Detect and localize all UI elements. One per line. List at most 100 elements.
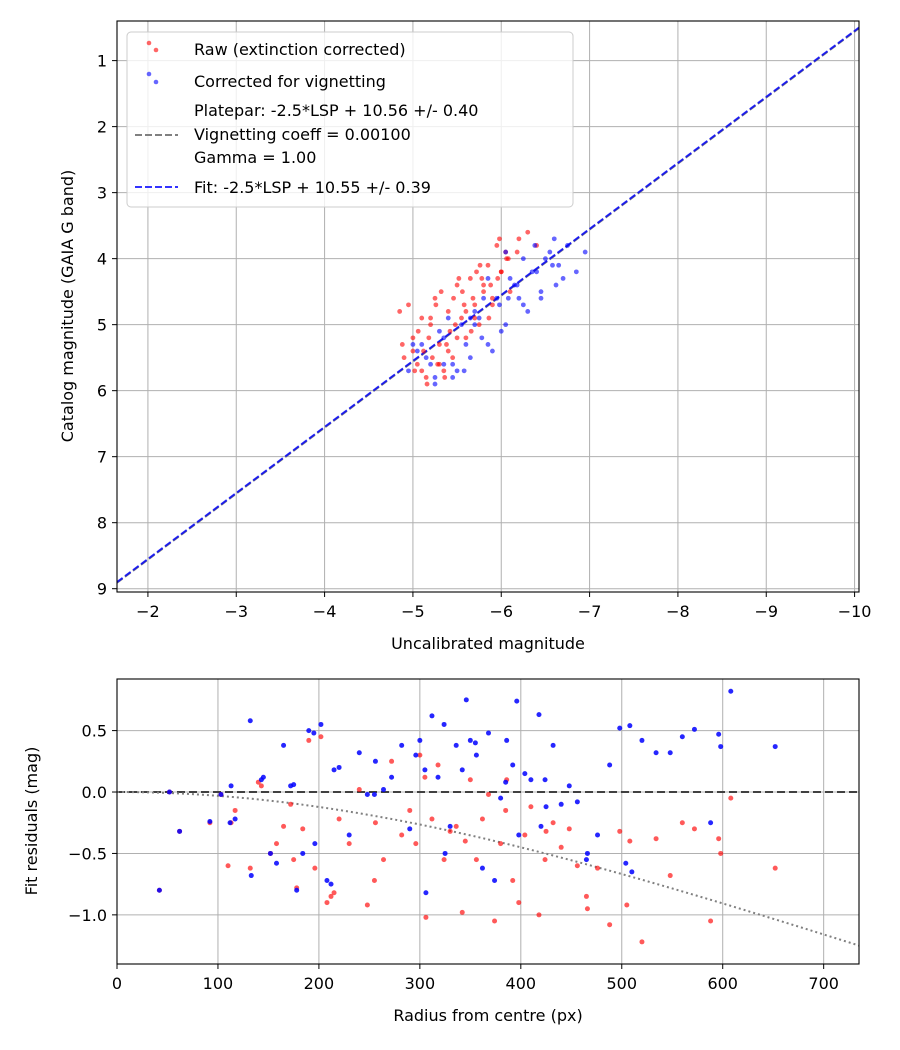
top-x-tick-label: −7: [578, 602, 602, 621]
bottom-point-corrected: [407, 826, 413, 832]
bottom-point-raw: [312, 865, 318, 871]
top-x-tick-label: −2: [136, 602, 160, 621]
bottom-point-raw: [772, 865, 778, 871]
bottom-point-corrected: [232, 816, 238, 822]
bottom-point-corrected: [510, 762, 516, 768]
top-point-corrected: [467, 355, 473, 361]
top-point-raw: [507, 289, 513, 295]
bottom-x-tick-label: 700: [808, 974, 839, 993]
bottom-y-axis-label: Fit residuals (mag): [22, 747, 41, 896]
bottom-point-raw: [492, 918, 498, 924]
top-point-raw: [472, 302, 478, 308]
bottom-point-raw: [441, 857, 447, 863]
top-point-corrected: [406, 368, 411, 374]
top-point-raw: [479, 276, 485, 281]
top-point-corrected: [573, 269, 579, 275]
bottom-x-tick-label: 100: [203, 974, 234, 993]
top-point-corrected: [472, 309, 478, 314]
top-point-corrected: [556, 262, 562, 268]
bottom-point-raw: [536, 912, 542, 918]
top-point-raw: [516, 236, 522, 242]
top-plot-frame: [116, 20, 860, 593]
top-point-raw: [437, 342, 442, 347]
bottom-point-corrected: [504, 737, 510, 743]
bottom-point-corrected: [267, 850, 273, 856]
legend-label-corrected: Corrected for vignetting: [194, 72, 386, 91]
bottom-point-corrected: [291, 782, 297, 788]
top-point-raw: [447, 328, 453, 334]
bottom-point-corrected: [595, 832, 601, 838]
bottom-point-corrected: [442, 850, 448, 856]
bottom-point-raw: [543, 828, 549, 834]
top-point-raw: [433, 302, 439, 308]
top-point-corrected: [472, 322, 478, 328]
bottom-x-tick-label: 300: [405, 974, 436, 993]
top-point-raw: [486, 315, 492, 321]
bottom-y-tick-label: −0.5: [68, 844, 107, 863]
bottom-point-corrected: [177, 828, 183, 834]
top-point-corrected: [432, 375, 438, 380]
bottom-x-tick-label: 600: [707, 974, 738, 993]
top-point-raw: [504, 256, 509, 262]
bottom-point-corrected: [435, 774, 441, 780]
top-point-raw: [429, 355, 435, 361]
top-point-raw: [445, 309, 451, 314]
bottom-point-raw: [595, 865, 601, 871]
bottom-point-raw: [331, 890, 337, 896]
top-point-corrected: [520, 256, 526, 262]
top-point-raw: [428, 315, 433, 321]
bottom-point-raw: [624, 902, 630, 908]
top-point-corrected: [441, 335, 447, 341]
top-x-tick-label: −10: [838, 602, 872, 621]
bottom-point-corrected: [716, 731, 722, 737]
bottom-point-raw: [728, 795, 734, 801]
bottom-point-corrected: [423, 890, 429, 896]
top-point-corrected: [532, 243, 538, 248]
bottom-point-corrected: [247, 718, 253, 724]
bottom-point-corrected: [467, 737, 473, 743]
top-point-corrected: [498, 328, 504, 334]
top-point-raw: [490, 295, 495, 301]
bottom-point-corrected: [331, 767, 337, 773]
top-point-corrected: [476, 315, 482, 321]
bottom-point-corrected: [528, 777, 534, 783]
bottom-y-ticks: −1.0 −0.5 0.0 0.5: [68, 722, 117, 925]
top-point-corrected: [428, 361, 433, 367]
top-point-raw: [456, 276, 462, 281]
legend-marker-corrected: [153, 79, 159, 85]
bottom-point-corrected: [584, 850, 590, 856]
top-x-tick-label: −6: [489, 602, 513, 621]
bottom-point-corrected: [274, 860, 280, 866]
bottom-point-corrected: [381, 787, 387, 793]
bottom-point-corrected: [453, 742, 459, 748]
legend-box: [126, 31, 574, 208]
bottom-point-raw: [306, 737, 312, 743]
top-point-corrected: [551, 236, 557, 242]
top-point-raw: [452, 322, 458, 328]
bottom-point-corrected: [429, 713, 435, 719]
top-point-raw: [474, 269, 479, 275]
bottom-point-raw: [558, 844, 564, 850]
top-point-raw: [485, 262, 491, 268]
top-y-tick-label: 6: [97, 382, 107, 401]
bottom-point-raw: [364, 902, 370, 908]
legend-entry-platepar: Platepar: -2.5*LSP + 10.56 +/- 0.40 Vign…: [135, 101, 478, 167]
top-point-raw: [467, 276, 473, 281]
bottom-y-tick-label: −1.0: [68, 906, 107, 925]
bottom-point-raw: [413, 841, 419, 847]
bottom-point-raw: [274, 841, 280, 847]
bottom-point-corrected: [281, 742, 287, 748]
legend-marker-raw: [153, 47, 159, 53]
bottom-point-raw: [232, 807, 238, 813]
bottom-point-corrected: [542, 777, 548, 783]
bottom-point-corrected: [772, 744, 778, 750]
bottom-point-corrected: [543, 804, 549, 810]
top-y-tick-label: 2: [97, 118, 107, 137]
bottom-point-raw: [522, 832, 528, 838]
bottom-point-corrected: [441, 721, 447, 727]
bottom-point-corrected: [422, 767, 428, 773]
bottom-x-ticks: 0 100 200 300 400 500 600 700: [112, 964, 839, 993]
bottom-point-raw: [691, 826, 697, 832]
top-x-ticks: −2 −3 −4 −5 −6 −7 −8 −9 −10: [136, 592, 871, 621]
